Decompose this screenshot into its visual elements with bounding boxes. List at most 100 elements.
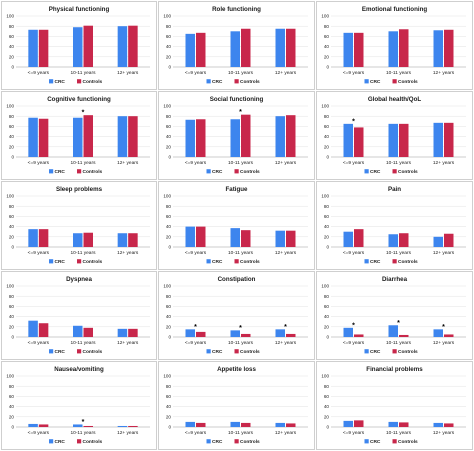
y-tick-label: 80: [166, 24, 172, 29]
bar-crc: [117, 328, 128, 337]
bar-crc: [275, 28, 285, 67]
bar-controls: [286, 423, 296, 427]
x-tick-label: <=9 years: [185, 160, 207, 166]
bar-controls: [241, 28, 251, 67]
bar-crc: [185, 329, 195, 337]
bar-controls: [399, 123, 409, 157]
bar-controls: [83, 425, 93, 427]
legend-label-crc: CRC: [55, 259, 66, 265]
bar-crc: [388, 123, 398, 157]
y-tick-label: 0: [11, 65, 14, 70]
x-tick-label: <=9 years: [28, 70, 50, 76]
legend-label-crc: CRC: [212, 79, 223, 85]
bar-controls: [399, 233, 409, 247]
x-tick-label: 10-11 years: [71, 340, 97, 346]
x-tick-label: <=9 years: [28, 340, 50, 346]
legend-label-controls: Controls: [240, 439, 260, 445]
bar-chart: Sleep problems 0 20 40 60 80 100 <=9 years 10-11…: [6, 186, 150, 265]
y-tick-label: 60: [324, 304, 330, 309]
chart-panel: Fatigue 0 20 40 60 80 100 <=9 years 10-11 years 1…: [158, 181, 315, 270]
bar-crc: [28, 423, 38, 427]
y-tick-label: 40: [166, 404, 172, 409]
bar-crc: [343, 32, 353, 67]
y-tick-label: 0: [326, 335, 329, 340]
bar-controls: [444, 334, 454, 337]
legend-swatch-crc: [364, 79, 369, 84]
bar-controls: [444, 122, 454, 157]
chart-title: Physical functioning: [49, 6, 110, 13]
y-tick-label: 80: [166, 384, 172, 389]
legend-label-controls: Controls: [83, 439, 103, 445]
legend-swatch-controls: [77, 349, 82, 354]
bar-chart: Dyspnea 0 20 40 60 80 100 <=9 years 10-11 years 1…: [6, 276, 150, 355]
bar-crc: [388, 325, 398, 337]
y-tick-label: 80: [324, 24, 330, 29]
x-tick-label: 12+ years: [433, 430, 455, 436]
legend-swatch-crc: [206, 169, 211, 174]
legend-swatch-crc: [49, 169, 54, 174]
bar-controls: [286, 230, 296, 247]
bar-crc: [433, 236, 443, 247]
legend-label-crc: CRC: [55, 439, 66, 445]
bar-crc: [73, 325, 83, 337]
y-tick-label: 60: [324, 34, 330, 39]
x-tick-label: <=9 years: [343, 70, 365, 76]
chart-title: Diarrhea: [382, 276, 408, 283]
bar-crc: [73, 27, 83, 67]
legend-swatch-controls: [77, 259, 82, 264]
legend-label-controls: Controls: [83, 349, 103, 355]
legend-label-crc: CRC: [55, 79, 66, 85]
y-tick-label: 100: [163, 104, 171, 109]
chart-panel: Financial problems 0 20 40 60 80 100 <=9 years 1…: [316, 361, 473, 450]
y-tick-label: 20: [9, 234, 15, 239]
y-tick-label: 0: [11, 245, 14, 250]
x-tick-label: <=9 years: [185, 430, 207, 436]
chart-panel: Social functioning 0 20 40 60 80 100 <=9 years 1…: [158, 91, 315, 180]
y-tick-label: 100: [6, 194, 14, 199]
legend-swatch-controls: [77, 439, 82, 444]
x-tick-label: 12+ years: [433, 70, 455, 76]
y-tick-label: 100: [321, 104, 329, 109]
bar-controls: [241, 333, 251, 337]
bar-crc: [343, 420, 353, 427]
y-tick-label: 40: [324, 314, 330, 319]
bar-crc: [343, 327, 353, 337]
chart-title: Role functioning: [212, 6, 261, 13]
x-tick-label: 10-11 years: [386, 340, 412, 346]
y-tick-label: 100: [321, 284, 329, 289]
legend-swatch-controls: [234, 169, 239, 174]
bar-controls: [83, 327, 93, 337]
bar-crc: [117, 26, 128, 67]
y-tick-label: 0: [168, 335, 171, 340]
chart-panel: Diarrhea 0 20 40 60 80 100 <=9 years * 10-11 year…: [316, 271, 473, 360]
y-tick-label: 60: [9, 304, 15, 309]
x-tick-label: 10-11 years: [71, 160, 97, 166]
chart-title: Fatigue: [225, 186, 248, 193]
legend-swatch-crc: [49, 259, 54, 264]
y-tick-label: 100: [6, 14, 14, 19]
y-tick-label: 100: [163, 284, 171, 289]
x-tick-label: <=9 years: [343, 250, 365, 256]
y-tick-label: 100: [6, 284, 14, 289]
legend-label-crc: CRC: [370, 349, 381, 355]
legend-swatch-crc: [49, 439, 54, 444]
bar-crc: [388, 31, 398, 67]
legend-label-crc: CRC: [212, 259, 223, 265]
x-tick-label: 12+ years: [275, 70, 297, 76]
y-tick-label: 40: [166, 134, 172, 139]
y-tick-label: 80: [9, 294, 15, 299]
bar-crc: [230, 119, 240, 157]
x-tick-label: 10-11 years: [228, 160, 254, 166]
legend-swatch-controls: [234, 79, 239, 84]
chart-panel: Cognitive functioning 0 20 40 60 80 100 <=9 yea…: [1, 91, 157, 180]
x-tick-label: <=9 years: [28, 430, 50, 436]
bar-controls: [83, 232, 93, 247]
bar-crc: [73, 424, 83, 427]
legend-swatch-crc: [364, 349, 369, 354]
significance-marker: *: [397, 320, 400, 327]
y-tick-label: 20: [166, 144, 172, 149]
x-tick-label: 12+ years: [433, 160, 455, 166]
bar-crc: [185, 226, 195, 247]
significance-marker: *: [352, 118, 355, 125]
chart-panel: Global health/QoL 0 20 40 60 80 100 <=9 years * 1…: [316, 91, 473, 180]
